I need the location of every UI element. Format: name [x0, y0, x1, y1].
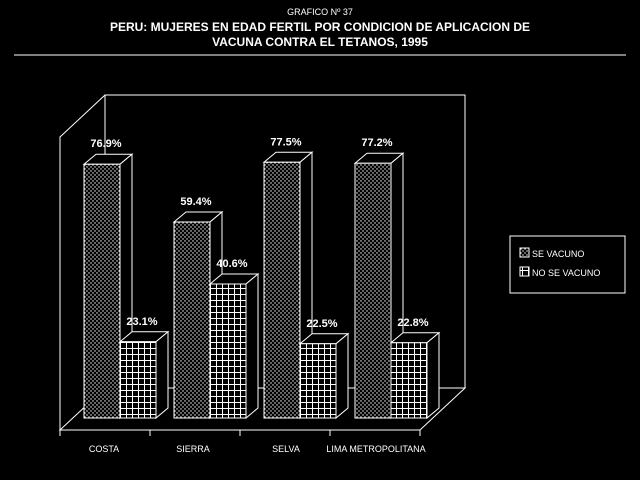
- bar-sierra-no-se-vacuno: 40.6%: [208, 258, 260, 420]
- bar-front-face: [299, 343, 337, 419]
- bar-front-face: [390, 342, 428, 419]
- legend-label-no-se-vacuno: NO SE VACUNO: [532, 268, 600, 278]
- category-labels: COSTA SIERRA SELVA LIMA METROPOLITANA: [59, 430, 426, 454]
- category-label: SELVA: [272, 444, 300, 454]
- bar-lima-metropolitana-no-se-vacuno: 22.8%: [389, 317, 441, 420]
- bar-side-face: [155, 330, 169, 420]
- bar-front-face: [119, 341, 157, 419]
- bar-value-label: 76.9%: [90, 138, 121, 150]
- bar-value-label: 22.8%: [397, 317, 428, 329]
- chart-subtitle: GRAFICO Nº 37: [287, 7, 353, 17]
- bars-group: 76.9% 23.1% 59.4% 40.6% 77.5% 22.5% 77.2% 22.8%: [82, 136, 441, 420]
- category-label: LIMA METROPOLITANA: [326, 444, 425, 454]
- bar-side-face: [426, 331, 440, 420]
- bar-side-face: [245, 272, 259, 420]
- category-label: COSTA: [89, 444, 119, 454]
- bar-front-face: [83, 163, 121, 419]
- chart-title-line-2: VACUNA CONTRA EL TETANOS, 1995: [212, 35, 428, 49]
- bar-front-face: [263, 161, 301, 419]
- legend-box: [509, 235, 626, 294]
- legend-swatch-no-se-vacuno: [519, 266, 530, 277]
- bar-value-label: 23.1%: [126, 316, 157, 328]
- bar-value-label: 77.5%: [270, 136, 301, 148]
- legend: SE VACUNO NO SE VACUNO: [509, 235, 626, 294]
- bar-side-face: [335, 332, 349, 420]
- category-label: SIERRA: [176, 444, 210, 454]
- bar-front-face: [354, 162, 392, 419]
- legend-swatch-se-vacuno: [519, 247, 530, 258]
- bar-value-label: 77.2%: [361, 137, 392, 149]
- side-wall: [59, 94, 106, 430]
- bar-front-face: [209, 283, 247, 419]
- bar-costa-se-vacuno: 76.9%: [82, 138, 134, 420]
- bar-selva-no-se-vacuno: 22.5%: [298, 318, 350, 420]
- chart-title-line-1: PERU: MUJERES EN EDAD FERTIL POR CONDICI…: [110, 20, 530, 34]
- bar-value-label: 40.6%: [216, 258, 247, 270]
- legend-label-se-vacuno: SE VACUNO: [532, 249, 584, 259]
- bar-front-face: [173, 221, 211, 419]
- bar-costa-no-se-vacuno: 23.1%: [118, 316, 170, 420]
- bar-value-label: 22.5%: [306, 318, 337, 330]
- bar-value-label: 59.4%: [180, 196, 211, 208]
